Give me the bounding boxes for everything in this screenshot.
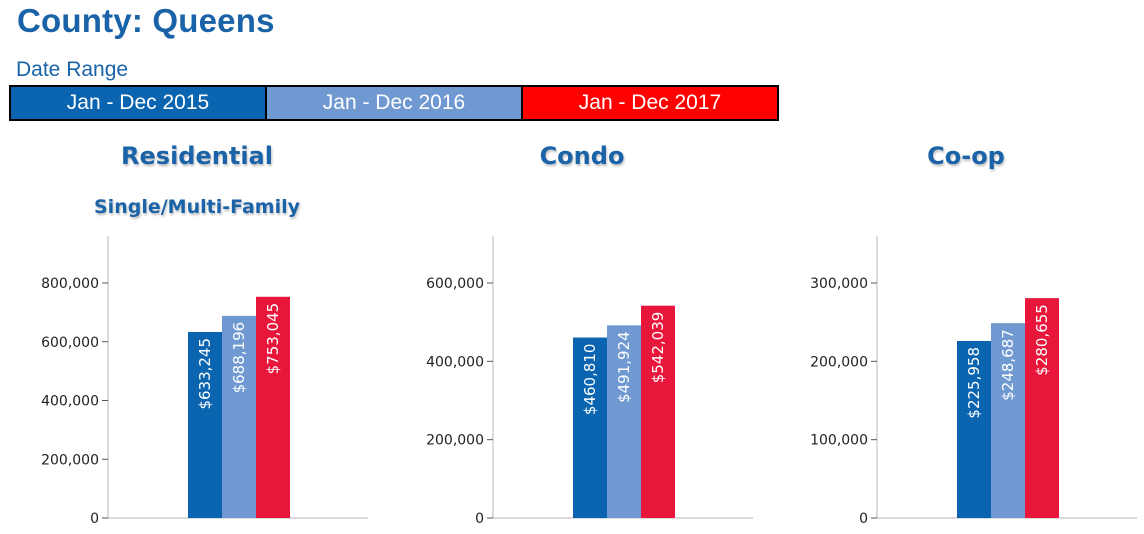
- chart-condo: 0 200,000 400,000 600,000 $460,810 $491,924 $5…: [426, 236, 753, 527]
- chart-coop: 0 100,000 200,000 300,000 $225,958 $248,687 $2…: [810, 236, 1137, 527]
- legend-item-2017[interactable]: Jan - Dec 2017: [521, 87, 777, 119]
- bar-value-label: $225,958: [965, 347, 983, 419]
- y-tick-label: 0: [475, 511, 484, 527]
- y-tick-label: 400,000: [41, 394, 99, 410]
- bar-residential-2015[interactable]: [188, 331, 222, 518]
- y-tick-label: 0: [859, 511, 868, 527]
- y-tick-label: 200,000: [426, 433, 484, 449]
- bar-value-label: $460,810: [581, 344, 599, 416]
- bar-value-label: $248,687: [999, 329, 1017, 401]
- bar-value-label: $491,924: [615, 331, 633, 403]
- bar-condo-2016[interactable]: [607, 325, 641, 518]
- date-range-label: Date Range: [16, 58, 129, 81]
- y-tick-label: 800,000: [41, 276, 99, 292]
- bar-coop-2015[interactable]: [957, 340, 991, 518]
- chart-title-coop: Co-op: [927, 142, 1005, 170]
- bar-value-label: $633,245: [196, 338, 214, 410]
- bar-coop-2017[interactable]: [1025, 298, 1059, 518]
- y-tick-label: 300,000: [810, 276, 868, 292]
- bar-residential-2017[interactable]: [256, 296, 290, 518]
- county-title: County: Queens: [17, 2, 275, 39]
- chart-subtitle-residential: Single/Multi-Family: [94, 196, 300, 218]
- y-tick-label: 200,000: [810, 354, 868, 370]
- chart-title-condo: Condo: [539, 142, 625, 170]
- y-tick-label: 0: [90, 511, 99, 527]
- chart-title-residential: Residential: [121, 142, 273, 170]
- bar-value-label: $688,196: [230, 322, 248, 394]
- date-range-legend: Jan - Dec 2015 Jan - Dec 2016 Jan - Dec …: [9, 85, 779, 121]
- y-tick-label: 600,000: [426, 276, 484, 292]
- y-tick-label: 200,000: [41, 452, 99, 468]
- bar-condo-2017[interactable]: [641, 305, 675, 518]
- bar-value-label: $542,039: [649, 312, 667, 384]
- chart-residential: 0 200,000 400,000 600,000 800,000 $633,245 $68…: [41, 236, 368, 527]
- y-tick-label: 100,000: [810, 433, 868, 449]
- legend-item-2016[interactable]: Jan - Dec 2016: [265, 87, 521, 119]
- legend-item-2015[interactable]: Jan - Dec 2015: [11, 87, 265, 119]
- bar-coop-2016[interactable]: [991, 323, 1025, 518]
- bar-value-label: $753,045: [264, 303, 282, 375]
- bar-value-label: $280,655: [1033, 304, 1051, 376]
- y-tick-label: 600,000: [41, 335, 99, 351]
- bar-residential-2016[interactable]: [222, 315, 256, 518]
- bar-condo-2015[interactable]: [573, 337, 607, 518]
- y-tick-label: 400,000: [426, 354, 484, 370]
